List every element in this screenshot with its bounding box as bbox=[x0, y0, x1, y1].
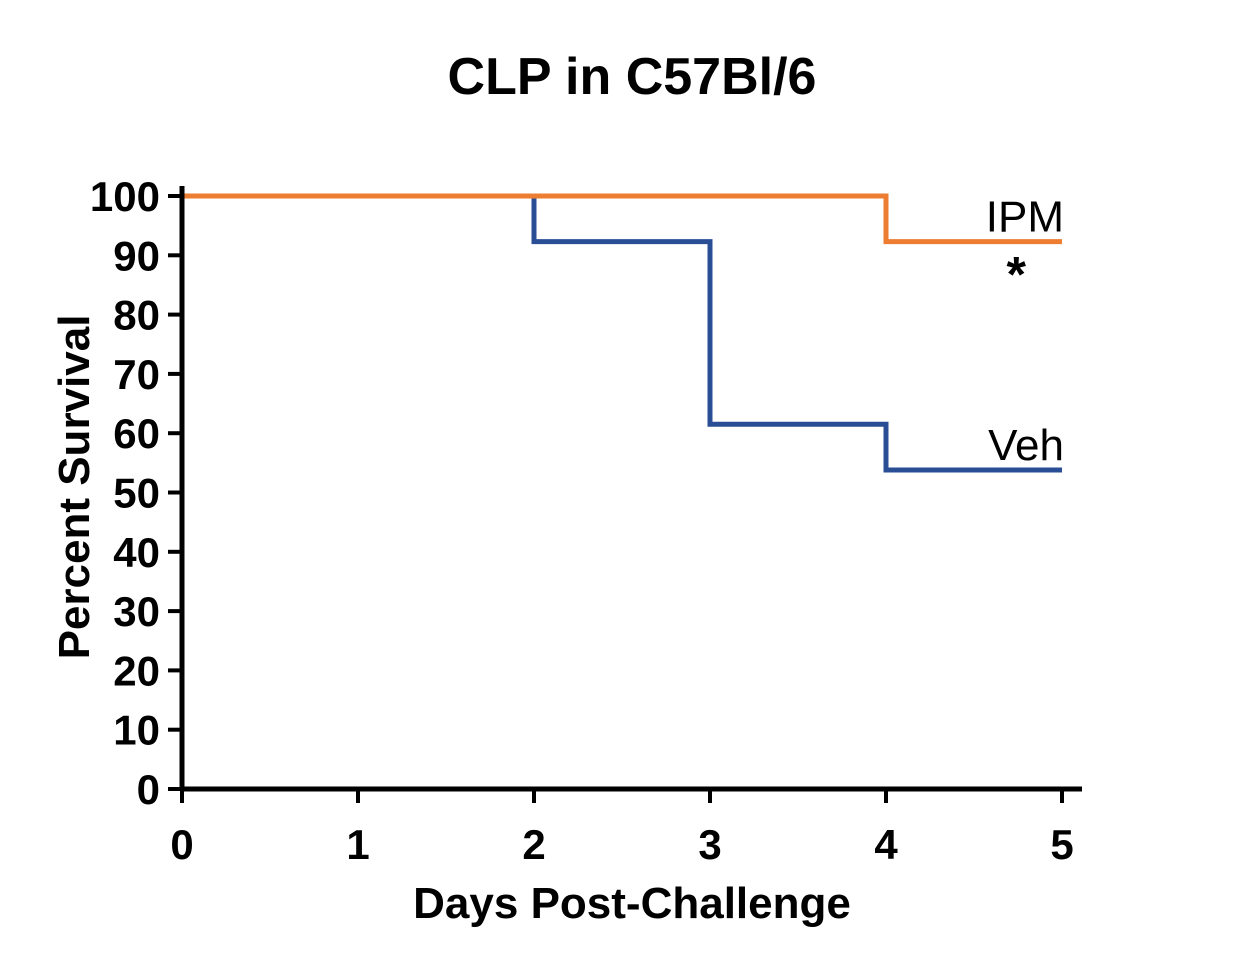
y-tick-label: 20 bbox=[113, 647, 160, 694]
y-tick-label: 80 bbox=[113, 292, 160, 339]
series-line-veh bbox=[182, 193, 1062, 473]
y-axis-label: Percent Survival bbox=[50, 315, 99, 660]
y-tick-label: 70 bbox=[113, 351, 160, 398]
x-tick-label: 0 bbox=[170, 821, 193, 868]
y-tick-label: 60 bbox=[113, 410, 160, 457]
series-label-ipm: IPM bbox=[986, 193, 1064, 242]
x-axis-label: Days Post-Challenge bbox=[413, 879, 851, 928]
y-tick-label: 10 bbox=[113, 707, 160, 754]
x-tick-label: 1 bbox=[346, 821, 369, 868]
x-tick-label: 3 bbox=[698, 821, 721, 868]
y-tick-label: 0 bbox=[137, 766, 160, 813]
x-tick-label: 5 bbox=[1050, 821, 1073, 868]
x-axis: 0 1 2 3 4 5 bbox=[170, 786, 1082, 868]
x-tick-label: 4 bbox=[874, 821, 898, 868]
series-label-veh: Veh bbox=[988, 421, 1064, 470]
y-tick-label: 30 bbox=[113, 588, 160, 635]
plot-area: Veh IPM * bbox=[182, 193, 1064, 473]
chart-title: CLP in C57Bl/6 bbox=[448, 48, 817, 106]
y-tick-label: 40 bbox=[113, 529, 160, 576]
y-tick-label: 50 bbox=[113, 470, 160, 517]
series-line-ipm bbox=[182, 193, 1062, 245]
x-tick-label: 2 bbox=[522, 821, 545, 868]
y-axis: 0 10 20 30 40 50 60 70 80 90 100 bbox=[90, 173, 185, 813]
significance-annotation: * bbox=[1007, 247, 1027, 303]
y-tick-label: 100 bbox=[90, 173, 160, 220]
y-tick-label: 90 bbox=[113, 232, 160, 279]
